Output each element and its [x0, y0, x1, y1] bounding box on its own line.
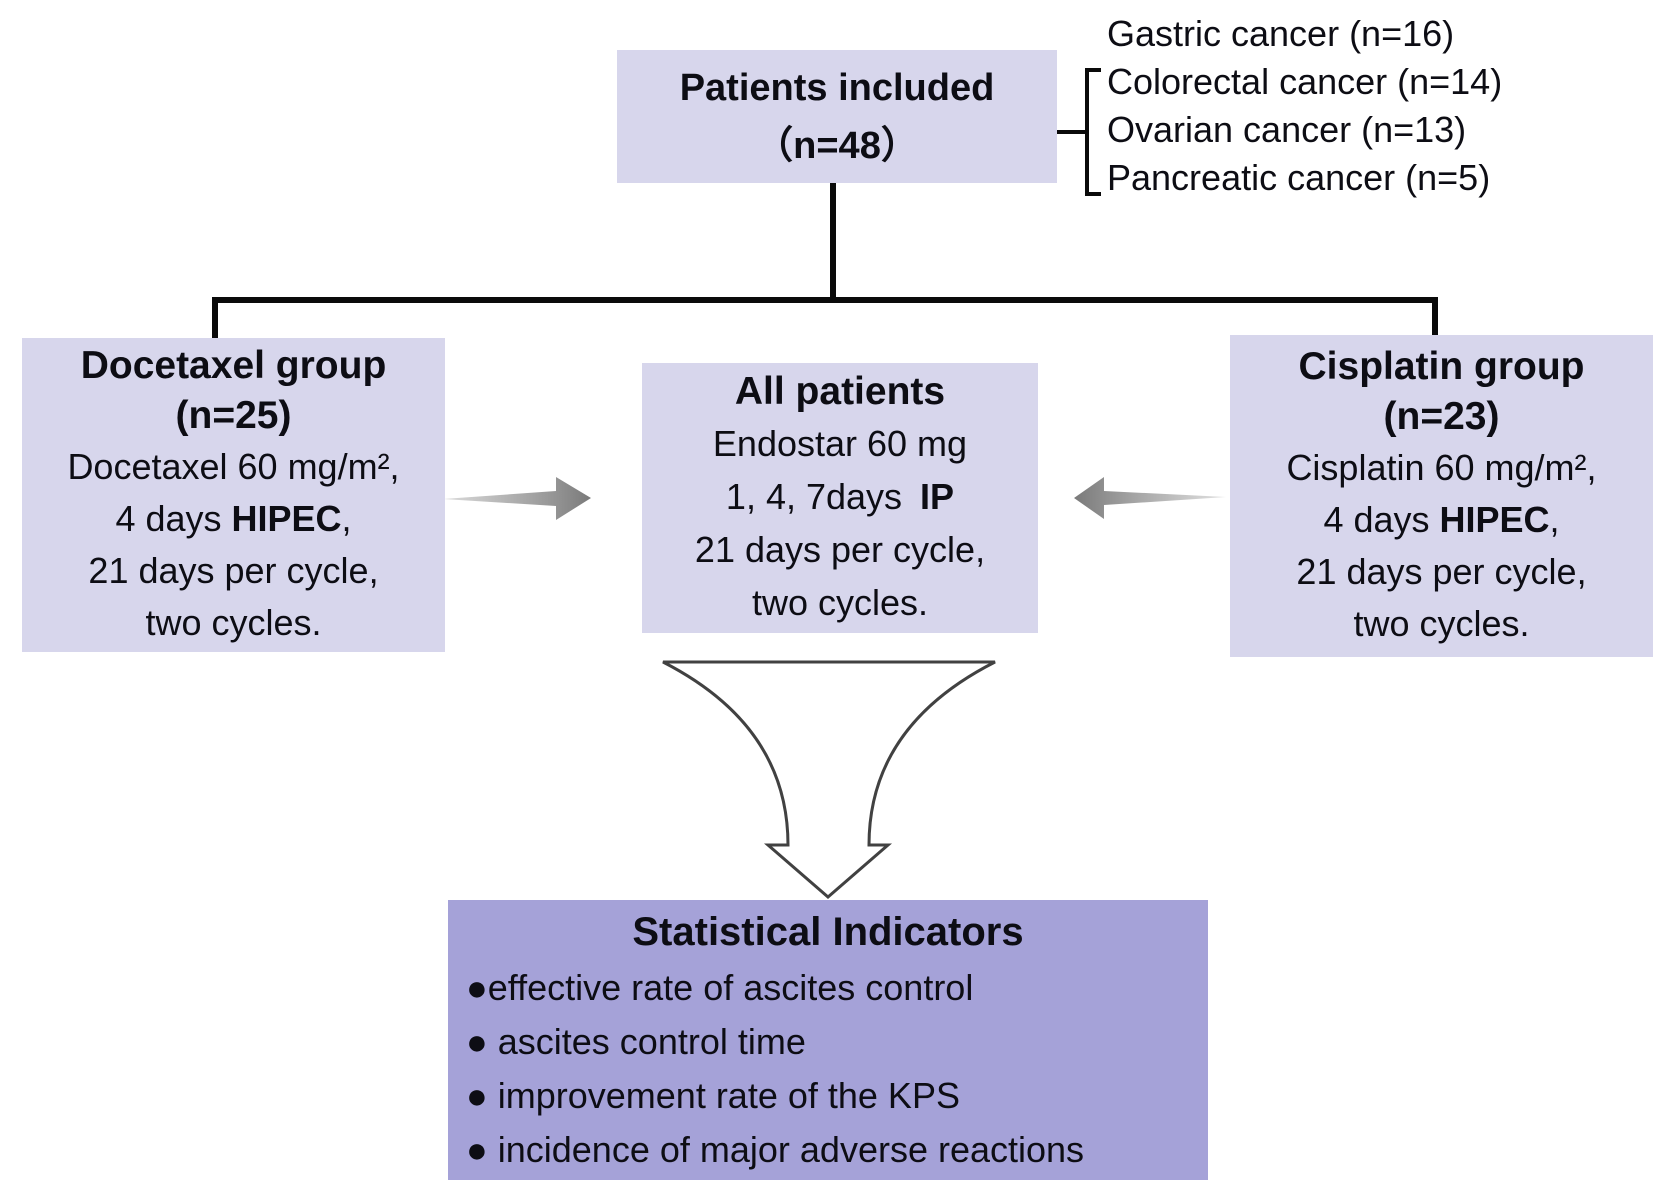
ip-label: IP — [920, 476, 955, 517]
docetaxel-cycles-line: two cycles. — [145, 602, 322, 643]
arrow-right-to-center-icon — [1074, 477, 1226, 519]
bracket-connector — [1057, 130, 1088, 134]
cisplatin-group-title: Cisplatin group — [1298, 345, 1585, 388]
docetaxel-dose: Docetaxel 60 mg/m², — [67, 446, 400, 487]
funnel-down-arrow-icon — [662, 660, 996, 899]
hipec-line-prefix: 4 days — [1323, 499, 1440, 540]
arrow-left-to-center-icon — [443, 477, 591, 520]
indicator-bullet: ● improvement rate of the KPS — [466, 1075, 960, 1116]
cisplatin-dose: Cisplatin 60 mg/m², — [1286, 447, 1597, 488]
patients-included-count: （n=48） — [755, 124, 919, 167]
patients-included-box: Patients included （n=48） — [617, 50, 1057, 183]
cisplatin-group-box: Cisplatin group (n=23) Cisplatin 60 mg/m… — [1230, 335, 1653, 657]
cancer-type-list: Gastric cancer (n=16) Colorectal cancer … — [1107, 10, 1667, 202]
hipec-line-suffix: , — [341, 498, 352, 539]
docetaxel-group-title: Docetaxel group — [80, 344, 387, 387]
statistical-indicators-title: Statistical Indicators — [632, 910, 1024, 954]
indicator-bullet: ● ascites control time — [466, 1021, 806, 1062]
hipec-line-suffix: , — [1549, 499, 1560, 540]
bracket-spine — [1085, 68, 1089, 196]
docetaxel-cycle-line: 21 days per cycle, — [88, 550, 379, 591]
connector-top-vertical — [830, 183, 836, 303]
docetaxel-group-count: (n=25) — [175, 394, 292, 437]
docetaxel-hipec-line: 4 days HIPEC, — [22, 493, 445, 545]
connector-left-drop — [212, 297, 218, 341]
endostar-days-line: 1, 4, 7days IP — [642, 470, 1038, 523]
all-patients-title: All patients — [734, 370, 946, 413]
bracket-tick-bottom — [1085, 192, 1101, 196]
days-line-prefix: 1, 4, 7days — [725, 476, 913, 517]
all-patients-cycle-line: 21 days per cycle, — [694, 529, 986, 570]
cisplatin-cycle-line: 21 days per cycle, — [1296, 551, 1587, 592]
bracket-tick-top — [1085, 68, 1101, 72]
all-patients-box: All patients Endostar 60 mg 1, 4, 7days … — [642, 363, 1038, 633]
cancer-list-item: Ovarian cancer (n=13) — [1107, 109, 1467, 150]
connector-horizontal — [212, 297, 1438, 303]
patients-included-title: Patients included — [679, 66, 995, 109]
cisplatin-group-count: (n=23) — [1383, 395, 1500, 438]
endostar-dose: Endostar 60 mg — [712, 423, 968, 464]
hipec-label: HIPEC — [1439, 499, 1550, 540]
docetaxel-group-box: Docetaxel group (n=25) Docetaxel 60 mg/m… — [22, 338, 445, 652]
hipec-line-prefix: 4 days — [115, 498, 232, 539]
statistical-indicators-box: Statistical Indicators ●effective rate o… — [448, 900, 1208, 1180]
cisplatin-cycles-line: two cycles. — [1353, 603, 1530, 644]
hipec-label: HIPEC — [231, 498, 342, 539]
cancer-list-item: Colorectal cancer (n=14) — [1107, 61, 1503, 102]
all-patients-cycles-line: two cycles. — [751, 582, 929, 623]
cancer-list-item: Gastric cancer (n=16) — [1107, 13, 1455, 54]
connector-right-drop — [1432, 297, 1438, 338]
indicator-bullet: ●effective rate of ascites control — [466, 967, 974, 1008]
cancer-list-item: Pancreatic cancer (n=5) — [1107, 157, 1491, 198]
cisplatin-hipec-line: 4 days HIPEC, — [1230, 494, 1653, 546]
indicator-bullet: ● incidence of major adverse reactions — [466, 1129, 1085, 1170]
